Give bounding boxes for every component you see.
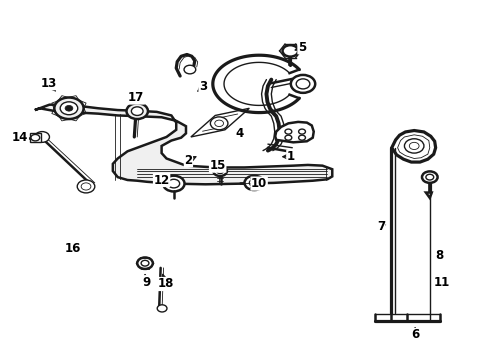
Text: 18: 18: [157, 278, 173, 291]
Polygon shape: [19, 135, 25, 140]
Circle shape: [131, 107, 143, 116]
Circle shape: [213, 166, 226, 176]
Circle shape: [65, 105, 73, 111]
Polygon shape: [35, 105, 331, 184]
Text: 11: 11: [433, 276, 449, 289]
Circle shape: [404, 139, 423, 153]
Circle shape: [210, 117, 227, 130]
Circle shape: [183, 65, 195, 74]
Text: 2: 2: [184, 154, 192, 167]
Circle shape: [141, 260, 149, 266]
Text: 6: 6: [410, 328, 418, 341]
Text: 9: 9: [142, 276, 150, 289]
Circle shape: [249, 179, 259, 186]
Polygon shape: [30, 134, 41, 142]
Circle shape: [296, 79, 309, 89]
Text: 13: 13: [41, 77, 57, 90]
Text: 4: 4: [235, 127, 243, 140]
Text: 3: 3: [199, 80, 207, 93]
Polygon shape: [391, 131, 435, 162]
Polygon shape: [275, 122, 313, 142]
Circle shape: [54, 98, 83, 119]
Circle shape: [214, 120, 223, 127]
Circle shape: [77, 180, 95, 193]
Text: 12: 12: [153, 174, 169, 186]
Circle shape: [167, 179, 179, 188]
Text: 7: 7: [376, 220, 385, 233]
Circle shape: [163, 176, 184, 192]
Circle shape: [285, 135, 291, 140]
Circle shape: [298, 129, 305, 134]
Polygon shape: [425, 193, 431, 198]
Circle shape: [290, 75, 315, 93]
Circle shape: [282, 45, 298, 57]
Circle shape: [298, 135, 305, 140]
Circle shape: [31, 134, 40, 141]
Text: 17: 17: [128, 91, 144, 104]
Circle shape: [421, 171, 437, 183]
Text: 15: 15: [209, 159, 225, 172]
Text: 8: 8: [434, 249, 443, 262]
Circle shape: [126, 103, 148, 119]
Text: 10: 10: [250, 177, 267, 190]
Circle shape: [60, 102, 78, 115]
Text: 14: 14: [12, 131, 28, 144]
Circle shape: [244, 176, 264, 190]
Circle shape: [157, 305, 166, 312]
Circle shape: [216, 168, 223, 174]
Circle shape: [19, 135, 25, 140]
Circle shape: [81, 183, 91, 190]
Circle shape: [408, 142, 418, 149]
Circle shape: [285, 129, 291, 134]
Text: 16: 16: [64, 242, 81, 255]
Text: 5: 5: [297, 41, 305, 54]
Circle shape: [137, 257, 153, 269]
Circle shape: [425, 174, 433, 180]
Text: 1: 1: [286, 150, 294, 163]
Circle shape: [35, 132, 49, 142]
Polygon shape: [190, 108, 249, 137]
